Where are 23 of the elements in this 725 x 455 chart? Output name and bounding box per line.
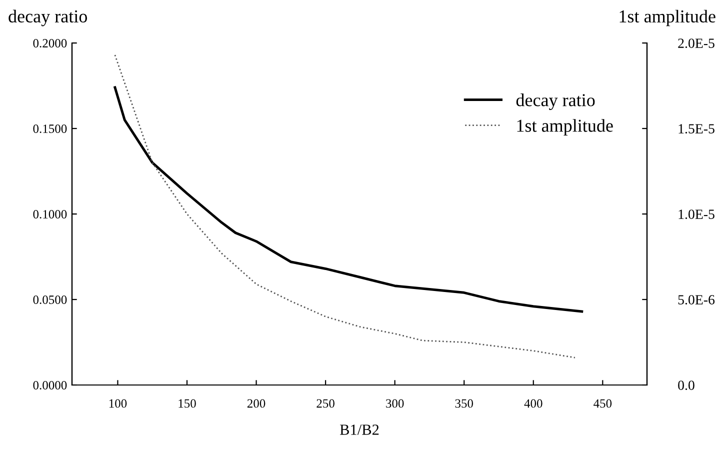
- y2-tick-label: 1.5E-5: [678, 124, 714, 134]
- x-tick-label: 250: [316, 399, 334, 408]
- legend-label: decay ratio: [516, 94, 595, 110]
- y-tick-label: 0.0000: [33, 381, 67, 390]
- y2-tick-label: 1.0E-5: [678, 210, 714, 220]
- x-tick-label: 400: [524, 399, 542, 408]
- y-tick-label: 0.1500: [33, 124, 67, 134]
- y2-tick-label: 5.0E-6: [678, 295, 715, 305]
- y-tick-label: 0.0500: [33, 296, 67, 304]
- y2-tick-label: 2.0E-5: [678, 38, 714, 48]
- x-tick-label: 200: [247, 399, 266, 408]
- legend-label: 1st amplitude: [517, 119, 613, 136]
- y-tick-label: 0.1000: [33, 210, 67, 219]
- y2-tick-label: 0.0: [678, 380, 694, 390]
- x-axis-title: B1/B2: [340, 424, 379, 435]
- x-tick-label: 350: [455, 399, 474, 408]
- x-tick-label: 150: [178, 399, 196, 408]
- y-axis-title: decay ratio: [8, 10, 88, 26]
- y-tick-label: 0.2000: [33, 39, 67, 48]
- y2-axis-title: 1st amplitude: [620, 10, 716, 26]
- x-tick-label: 450: [594, 399, 612, 408]
- x-tick-label: 100: [109, 399, 127, 408]
- x-tick-label: 300: [386, 399, 404, 408]
